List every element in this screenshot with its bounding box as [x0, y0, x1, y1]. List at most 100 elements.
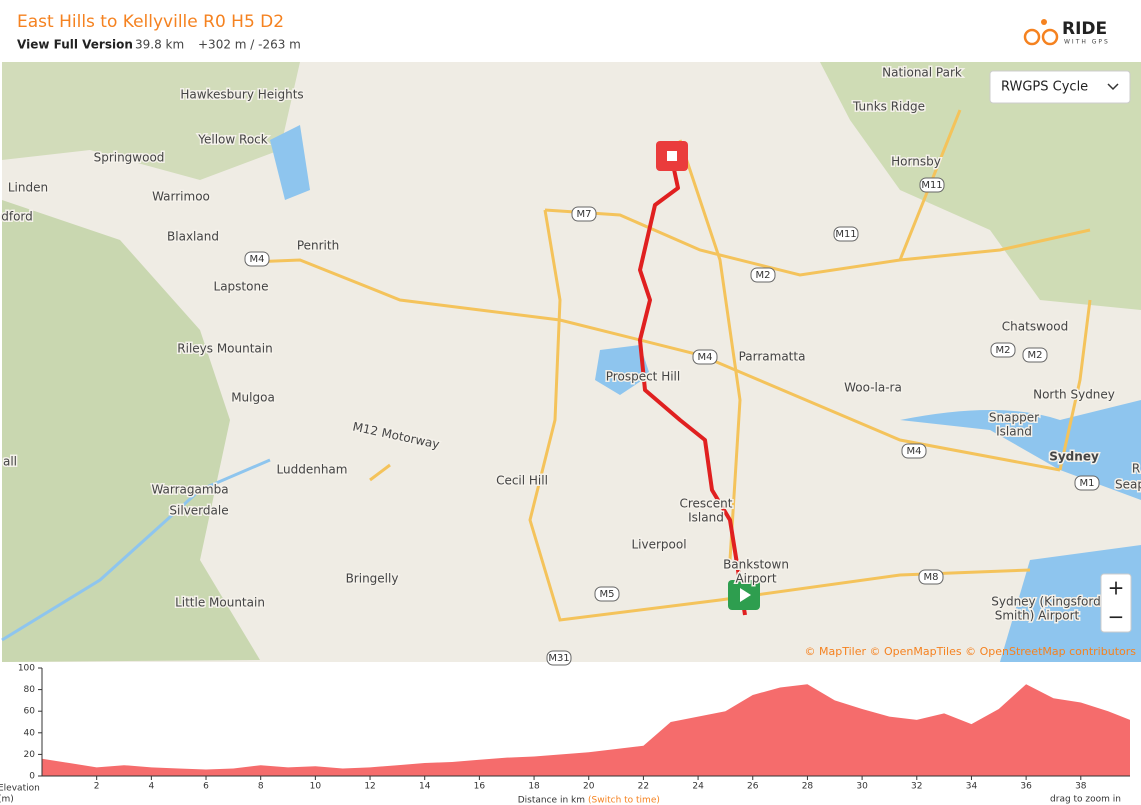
route-line — [638, 159, 747, 616]
x-tick-label: 36 — [1020, 782, 1032, 792]
shield-label: M4 — [698, 352, 713, 363]
place-label: Island — [996, 425, 1032, 439]
shield-label: M8 — [924, 572, 939, 583]
shield-label: M4 — [250, 254, 265, 265]
x-tick-label: 24 — [692, 782, 704, 792]
place-label: North Sydney — [1033, 388, 1115, 402]
x-tick-label: 2 — [94, 782, 100, 792]
place-label: Seap — [1115, 478, 1141, 492]
place-label: Smith) Airport — [995, 609, 1080, 623]
x-tick-label: 20 — [583, 782, 595, 792]
view-full-link[interactable]: View Full Version — [17, 38, 133, 52]
shield — [1074, 475, 1100, 491]
x-tick-label: 14 — [419, 782, 431, 792]
shield — [833, 226, 859, 242]
shield — [244, 251, 270, 267]
climb: +302 m / -263 m — [198, 38, 301, 52]
y-axis-unit: (m) — [0, 795, 14, 805]
place-label: Springwood — [94, 151, 165, 165]
place-label: Little Mountain — [175, 596, 265, 610]
water — [595, 345, 650, 395]
place-label: Linden — [8, 181, 48, 195]
place-label: Snapper — [989, 411, 1039, 425]
y-axis-label: Elevation — [0, 784, 40, 794]
logo-icon — [1041, 28, 1059, 46]
shield — [546, 650, 572, 666]
shield — [918, 569, 944, 585]
place-label: Crescent — [680, 497, 733, 511]
zoom-hint: drag to zoom in — [1050, 795, 1121, 805]
map-labels: National Park Hawkesbury Heights Yellow Ro… — [0, 64, 1141, 624]
start-icon — [740, 588, 751, 602]
shield — [1022, 347, 1048, 363]
zoom-out[interactable]: − — [1108, 605, 1125, 629]
forest — [2, 200, 260, 662]
chevron — [1107, 83, 1119, 91]
shield-label: M11 — [921, 180, 942, 191]
x-tick-label: 34 — [966, 782, 978, 792]
x-tick-label: 18 — [528, 782, 540, 792]
x-tick-label: 12 — [364, 782, 375, 792]
place-label: Warragamba — [151, 483, 228, 497]
logo-icon — [1023, 28, 1041, 46]
x-tick-label: 32 — [911, 782, 922, 792]
place-label: Liverpool — [631, 538, 686, 552]
zoom-in[interactable]: + — [1108, 576, 1125, 600]
attribution[interactable]: © MapTiler © OpenMapTiles © OpenStreetMa… — [805, 645, 1137, 658]
place-label: Mulgoa — [231, 391, 275, 405]
road — [678, 139, 742, 561]
place-label: Airport — [735, 572, 776, 586]
style-select[interactable]: RWGPS Cycle — [989, 70, 1131, 104]
route-title: East Hills to Kellyville R0 H5 D2 — [17, 12, 284, 32]
place-label: Cecil Hill — [496, 474, 548, 488]
switch-to-time[interactable]: (Switch to time) — [588, 796, 660, 805]
shield-label: M2 — [756, 270, 771, 281]
x-tick-label: 22 — [638, 782, 649, 792]
select-text: RWGPS Cycle — [1001, 80, 1088, 95]
place-label: Luddenham — [277, 463, 348, 477]
x-tick-label: 26 — [747, 782, 759, 792]
shield-label: M7 — [577, 209, 592, 220]
x-tick-label: 4 — [148, 782, 154, 792]
y-tick-label: 20 — [24, 750, 36, 760]
place-label: Woo-la-ra — [844, 381, 902, 395]
place-label: Prospect Hill — [606, 370, 680, 384]
place-label: Lapstone — [214, 280, 269, 294]
place-label: all — [3, 455, 17, 469]
x-tick-label: 6 — [203, 782, 209, 792]
distance: 39.8 km — [135, 38, 184, 52]
logo-icon — [1041, 19, 1047, 25]
place-label: Rileys Mountain — [177, 342, 272, 356]
y-tick-label: 100 — [18, 664, 35, 674]
forest — [2, 62, 300, 180]
place-label: Tunks Ridge — [852, 100, 925, 114]
river — [1, 458, 271, 642]
place-label: Bringelly — [346, 572, 399, 586]
x-tick-label: 28 — [802, 782, 814, 792]
x-tick-label: 38 — [1075, 782, 1087, 792]
road — [528, 209, 1031, 622]
road-shields: M7 M11 M11 M2 M4 M4 M4 M2 M2 M1 M8 M5 M31 — [244, 177, 1100, 666]
select-box[interactable] — [989, 70, 1131, 104]
place-label: Hawkesbury Heights — [180, 88, 303, 102]
shield — [750, 267, 776, 283]
roads — [249, 109, 1092, 622]
logo-sub: WITH GPS — [1064, 39, 1110, 46]
place-label: National Park — [882, 66, 962, 80]
place-label: Parramatta — [739, 350, 806, 364]
logo-text: RIDE — [1062, 19, 1107, 39]
forest — [820, 62, 1141, 310]
shield — [919, 177, 945, 193]
place-label: Chatswood — [1002, 320, 1068, 334]
map[interactable]: National Park Hawkesbury Heights Yellow Ro… — [0, 62, 1141, 666]
place-label: Yellow Rock — [197, 133, 267, 147]
y-tick-label: 60 — [24, 707, 36, 717]
place-label: dford — [1, 210, 33, 224]
x-tick-label: 10 — [310, 782, 322, 792]
logo[interactable]: RIDE WITH GPS — [1023, 19, 1110, 46]
place-label: Penrith — [297, 239, 339, 253]
shield — [692, 349, 718, 365]
header-bg — [0, 0, 1141, 62]
